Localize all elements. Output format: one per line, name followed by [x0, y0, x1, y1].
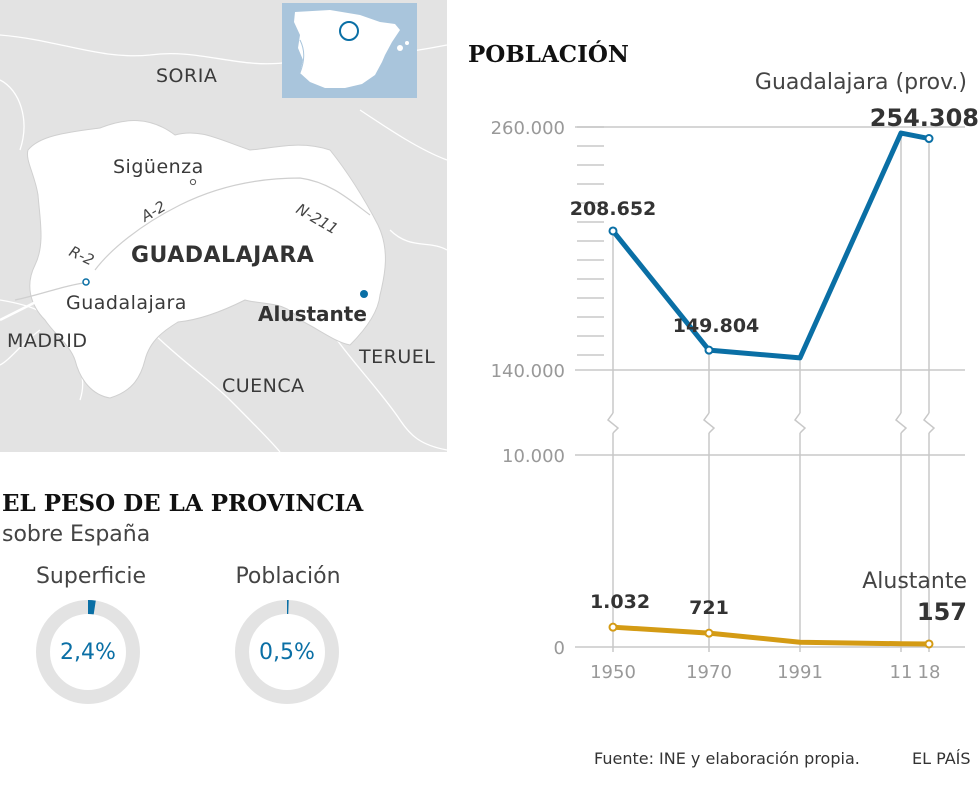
- alustante-dot: [360, 290, 368, 298]
- data-point: [924, 134, 934, 144]
- y-tick-label: 140.000: [491, 361, 565, 382]
- x-tick-label: 1970: [686, 662, 732, 683]
- data-label: 1.032: [590, 591, 650, 613]
- data-label: 721: [689, 597, 729, 619]
- label-cuenca: CUENCA: [222, 375, 305, 397]
- x-tick-label: 1991: [777, 662, 823, 683]
- footer-source: Fuente: INE y elaboración propia.: [594, 749, 860, 768]
- axis-break: [922, 412, 936, 434]
- data-point: [924, 639, 934, 649]
- series-line-1: [612, 624, 930, 647]
- label-guadalajara-city: Guadalajara: [66, 292, 187, 314]
- donut-surface-value: 2,4%: [60, 640, 116, 665]
- data-point: [704, 345, 714, 355]
- label-siguenza: Sigüenza: [113, 156, 204, 178]
- chart-grid: 260.000 140.000 10.000 0 1950 1970 1991 11 18: [491, 118, 965, 683]
- chart-title: POBLACIÓN: [468, 41, 629, 68]
- siguenza-dot: [189, 178, 197, 186]
- data-point: [608, 226, 618, 236]
- series-name-label: Guadalajara (prov.): [755, 70, 967, 95]
- inset-map: [282, 3, 417, 98]
- data-point: [608, 622, 618, 632]
- y-tick-label: 10.000: [502, 446, 565, 467]
- population-chart: POBLACIÓN 260.000 140.000 10.000 0 1950 1970 1…: [468, 41, 979, 683]
- label-soria: SORIA: [156, 65, 217, 87]
- axis-break: [606, 412, 620, 434]
- y-tick-label: 0: [554, 638, 565, 659]
- weight-title: EL PESO DE LA PROVINCIA: [2, 490, 364, 517]
- label-madrid: MADRID: [7, 330, 87, 352]
- label-teruel: TERUEL: [358, 346, 435, 368]
- donut-surface-arc: [36, 600, 140, 704]
- data-point: [704, 628, 714, 638]
- province-map: SORIA Sigüenza A-2 N-211 R-2 GUADALAJARA…: [0, 0, 448, 452]
- donut-population-value: 0,5%: [259, 640, 315, 665]
- data-label: 157: [917, 598, 967, 626]
- data-label: 208.652: [570, 198, 657, 220]
- axis-break: [793, 412, 807, 434]
- donut-label-surface: Superficie: [35, 564, 147, 589]
- x-tick-label: 11: [890, 662, 913, 683]
- axis-break: [894, 412, 908, 434]
- weight-subtitle: sobre España: [2, 522, 151, 547]
- x-tick-label: 1950: [590, 662, 636, 683]
- series-line-0: [611, 130, 930, 361]
- chart-marks: 208.652 149.804 254.308 Guadalajara (prov.)…: [570, 70, 979, 649]
- donut-population: 0,5%: [235, 600, 339, 704]
- x-tick-label: 18: [918, 662, 941, 683]
- y-tick-label: 260.000: [491, 118, 565, 139]
- series-name-label: Alustante: [862, 569, 967, 594]
- axis-break: [702, 412, 716, 434]
- label-alustante: Alustante: [258, 302, 367, 326]
- footer-brand: EL PAÍS: [912, 749, 971, 768]
- donut-label-population: Población: [235, 564, 341, 589]
- donut-surface: 2,4%: [36, 600, 140, 704]
- data-label: 254.308: [870, 104, 979, 132]
- label-guadalajara-province: GUADALAJARA: [131, 243, 314, 268]
- data-label: 149.804: [673, 315, 760, 337]
- guadalajara-city-dot: [82, 278, 90, 286]
- donut-population-arc: [235, 600, 339, 704]
